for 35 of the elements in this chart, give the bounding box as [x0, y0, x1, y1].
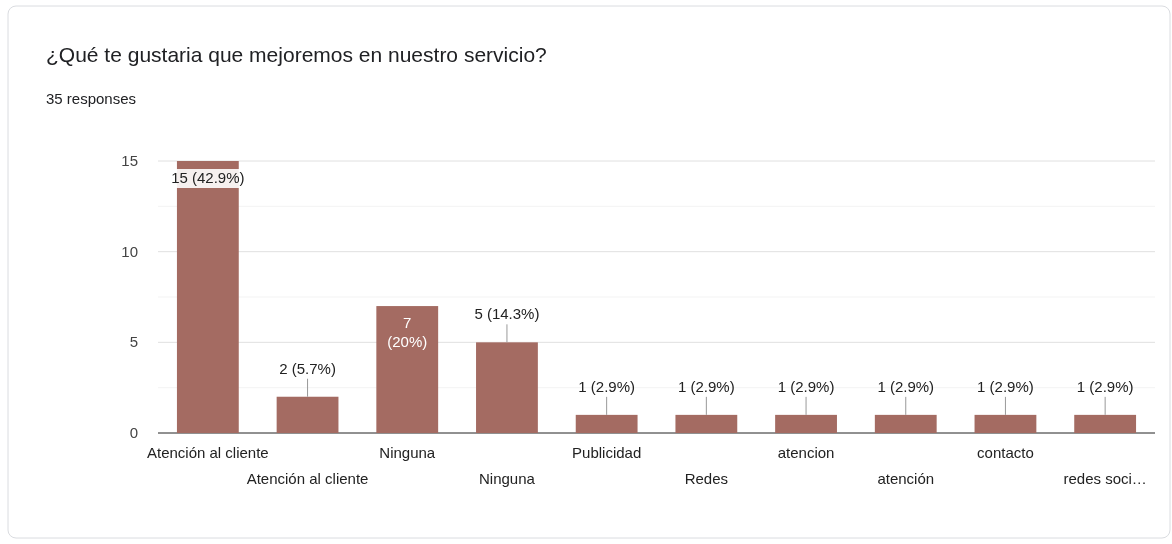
x-tick-label: atención — [877, 470, 935, 487]
bar — [575, 414, 638, 433]
bar — [1074, 414, 1137, 433]
x-tick-label: Atención al cliente — [246, 470, 369, 487]
bar — [476, 342, 538, 433]
data-label: 1 (2.9%) — [977, 377, 1034, 395]
bar — [874, 414, 937, 433]
x-tick-label: contacto — [977, 444, 1034, 461]
x-tick-label: Atención al cliente — [146, 444, 269, 461]
x-tick-label: atencion — [777, 444, 835, 461]
y-tick-label: 0 — [129, 424, 138, 441]
x-tick-label: redes soci… — [1063, 470, 1147, 487]
bar — [376, 306, 439, 433]
data-label: 2 (5.7%) — [279, 359, 336, 377]
y-tick-label: 10 — [121, 242, 138, 260]
x-tick-label: Ninguna — [379, 444, 436, 461]
data-label: 15 (42.9%) — [171, 169, 245, 186]
data-label: 1 (2.9%) — [877, 377, 935, 395]
x-tick-label: Ninguna — [479, 470, 536, 487]
data-label: 7 (20%) — [387, 314, 428, 351]
data-label: 1 (2.9%) — [1076, 377, 1134, 395]
data-label: 1 (2.9%) — [777, 377, 835, 395]
y-tick-label: 5 — [129, 333, 138, 351]
bar — [775, 414, 837, 433]
x-tick-label: Redes — [684, 470, 729, 487]
bar — [974, 414, 1037, 433]
data-label: 1 (2.9%) — [678, 377, 735, 395]
x-tick-label: Publicidad — [572, 444, 642, 461]
bar — [675, 414, 738, 433]
data-label: 1 (2.9%) — [578, 377, 635, 395]
y-tick-label: 15 — [121, 152, 138, 169]
bar — [276, 396, 339, 433]
data-label: 5 (14.3%) — [474, 305, 540, 323]
chart-title: ¿Qué te gustaria que mejoremos en nuestro servicio? — [46, 43, 547, 66]
chart-subtitle: 35 responses — [46, 90, 137, 107]
